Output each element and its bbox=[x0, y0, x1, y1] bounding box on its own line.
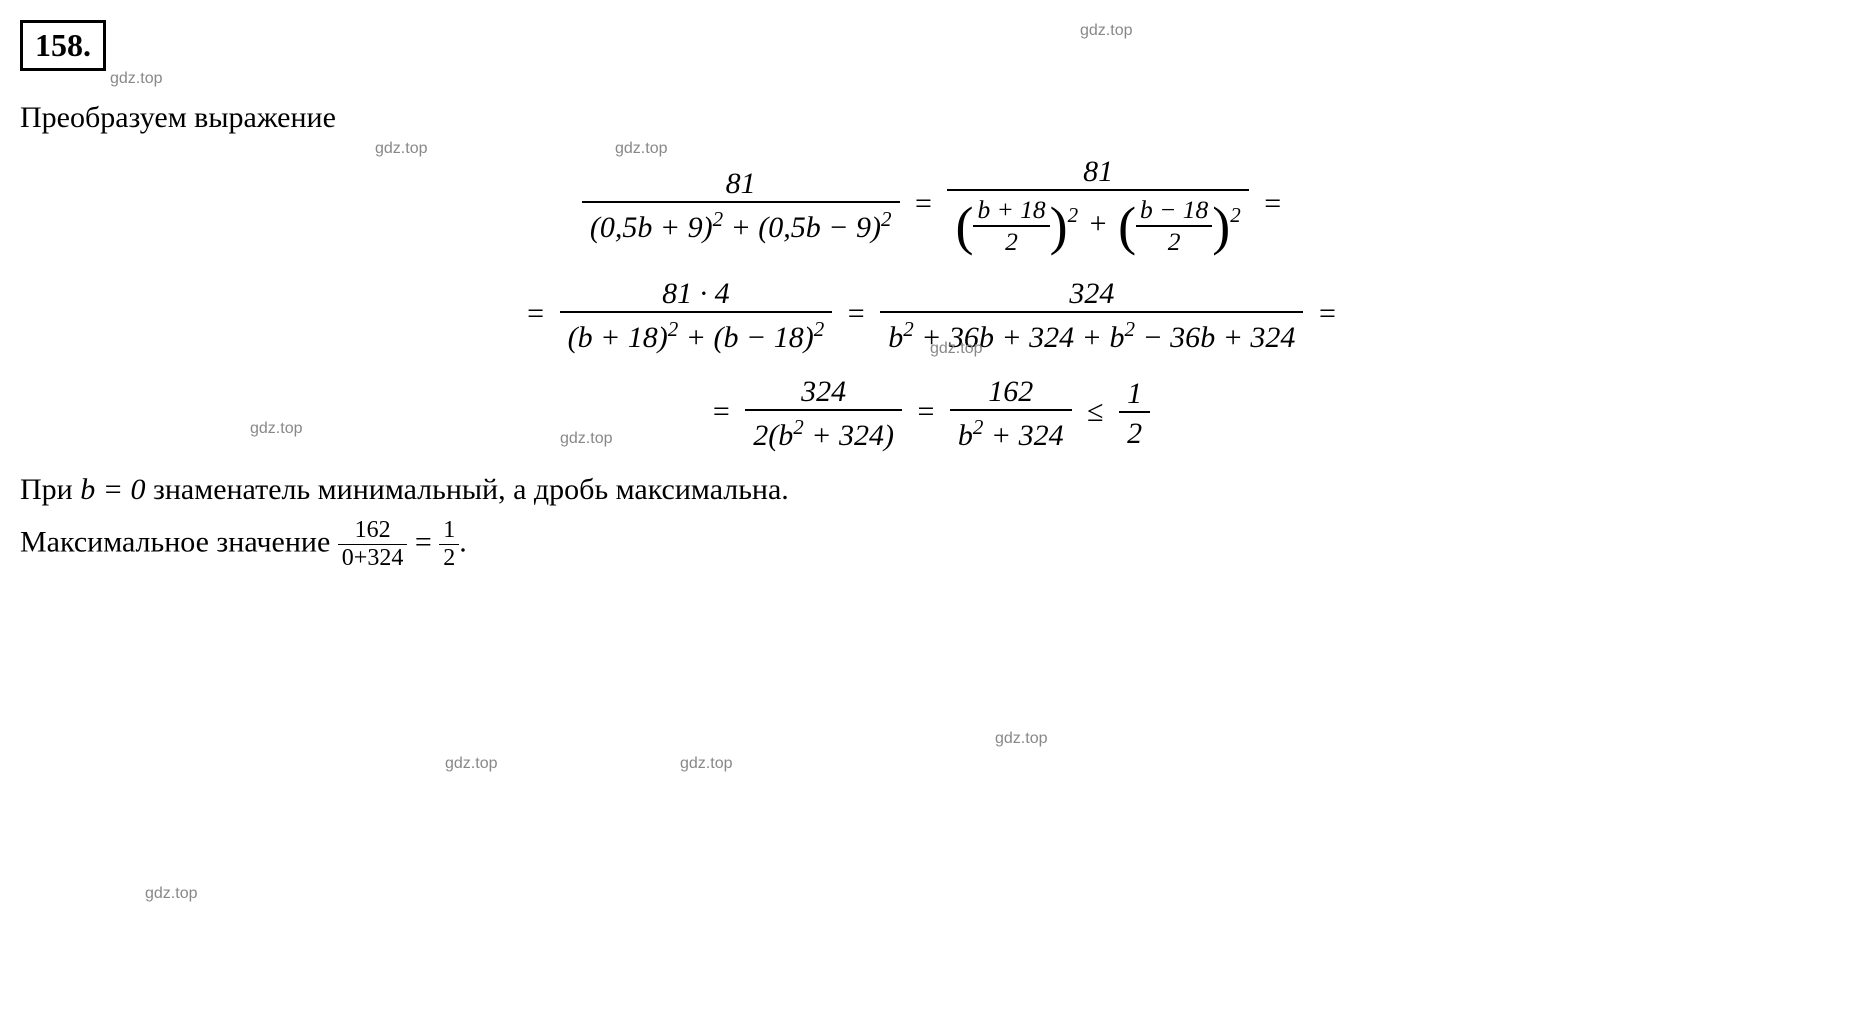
num: b − 18 bbox=[1136, 195, 1212, 227]
watermark: gdz.top bbox=[1080, 22, 1132, 40]
plus: + bbox=[1090, 207, 1107, 240]
math-line-3: = 324 2(b2 + 324) = 162 b2 + 324 ≤ 1 2 bbox=[20, 375, 1843, 453]
math-line-2: = 81 · 4 (b + 18)2 + (b − 18)2 = 324 b2 … bbox=[20, 277, 1843, 355]
den: 2 bbox=[1136, 227, 1212, 257]
frac-lhs-1: 81 (0,5b + 9)2 + (0,5b − 9)2 bbox=[582, 167, 900, 245]
text: При bbox=[20, 473, 80, 506]
intro-text: Преобразуем выражение bbox=[20, 101, 1843, 135]
den: 2 bbox=[973, 227, 1049, 257]
sup: 2 bbox=[1068, 203, 1079, 227]
period: . bbox=[459, 525, 467, 558]
equals: = bbox=[848, 297, 865, 330]
watermark: gdz.top bbox=[995, 730, 1047, 748]
frac-rhs-1: 81 (b + 182)2 + (b − 182)2 bbox=[947, 155, 1248, 257]
num: 1 bbox=[1119, 377, 1150, 413]
math-line-1: 81 (0,5b + 9)2 + (0,5b − 9)2 = 81 (b + 1… bbox=[20, 155, 1843, 257]
frac-rhs-2: 324 b2 + 36b + 324 + b2 − 36b + 324 bbox=[880, 277, 1303, 355]
watermark: gdz.top bbox=[445, 755, 497, 773]
text: Максимальное значение bbox=[20, 525, 338, 558]
equals: = bbox=[527, 297, 544, 330]
num: 1 bbox=[439, 517, 459, 545]
conclusion-1: При b = 0 знаменатель минимальный, а дро… bbox=[20, 473, 1843, 507]
sup: 2 bbox=[881, 207, 892, 231]
leq: ≤ bbox=[1087, 395, 1111, 428]
den: (0,5b + 9)2 + (0,5b − 9)2 bbox=[582, 203, 900, 245]
num: 324 bbox=[880, 277, 1303, 313]
var-b: b bbox=[637, 211, 652, 244]
den: (b + 182)2 + (b − 182)2 bbox=[947, 191, 1248, 257]
frac-2: 162 b2 + 324 bbox=[950, 375, 1072, 453]
text: знаменатель минимальный, а дробь максима… bbox=[145, 473, 788, 506]
equals: = bbox=[713, 395, 730, 428]
den-part: + 9) bbox=[652, 211, 712, 244]
paren-open: ( bbox=[1118, 196, 1136, 256]
equals: = bbox=[915, 187, 932, 220]
den-part: (0,5 bbox=[590, 211, 638, 244]
den: b2 + 36b + 324 + b2 − 36b + 324 bbox=[880, 313, 1303, 355]
den-part: + (0,5 bbox=[723, 211, 806, 244]
equals: = bbox=[918, 395, 935, 428]
paren-close: ) bbox=[1050, 196, 1068, 256]
paren-open: ( bbox=[955, 196, 973, 256]
frac-lhs-2: 81 · 4 (b + 18)2 + (b − 18)2 bbox=[560, 277, 833, 355]
den: b2 + 324 bbox=[950, 411, 1072, 453]
num: 162 bbox=[950, 375, 1072, 411]
num: 324 bbox=[745, 375, 902, 411]
problem-number: 158. bbox=[20, 20, 106, 71]
frac-1: 324 2(b2 + 324) bbox=[745, 375, 902, 453]
eq: = bbox=[415, 525, 439, 558]
watermark: gdz.top bbox=[680, 755, 732, 773]
den: 2 bbox=[1119, 413, 1150, 451]
den: (b + 18)2 + (b − 18)2 bbox=[560, 313, 833, 355]
inner-frac-1: b + 182 bbox=[973, 195, 1049, 257]
den: 2 bbox=[439, 545, 459, 572]
eq: b = 0 bbox=[80, 473, 145, 506]
var-b: b bbox=[806, 211, 821, 244]
conclusion-2: Максимальное значение 162 0+324 = 1 2 . bbox=[20, 517, 1843, 572]
max-frac: 162 0+324 bbox=[338, 517, 408, 572]
watermark: gdz.top bbox=[110, 70, 162, 88]
result-frac: 1 2 bbox=[439, 517, 459, 572]
num: 81 bbox=[582, 167, 900, 203]
den: 2(b2 + 324) bbox=[745, 411, 902, 453]
sup: 2 bbox=[713, 207, 724, 231]
frac-3: 1 2 bbox=[1119, 377, 1150, 451]
den: 0+324 bbox=[338, 545, 408, 572]
num: 81 bbox=[947, 155, 1248, 191]
watermark: gdz.top bbox=[145, 885, 197, 903]
equals: = bbox=[1319, 297, 1336, 330]
paren-close: ) bbox=[1212, 196, 1230, 256]
inner-frac-2: b − 182 bbox=[1136, 195, 1212, 257]
num: 162 bbox=[338, 517, 408, 545]
num: b + 18 bbox=[973, 195, 1049, 227]
sup: 2 bbox=[1230, 203, 1241, 227]
equals: = bbox=[1264, 187, 1281, 220]
num: 81 · 4 bbox=[560, 277, 833, 313]
den-part: − 9) bbox=[821, 211, 881, 244]
